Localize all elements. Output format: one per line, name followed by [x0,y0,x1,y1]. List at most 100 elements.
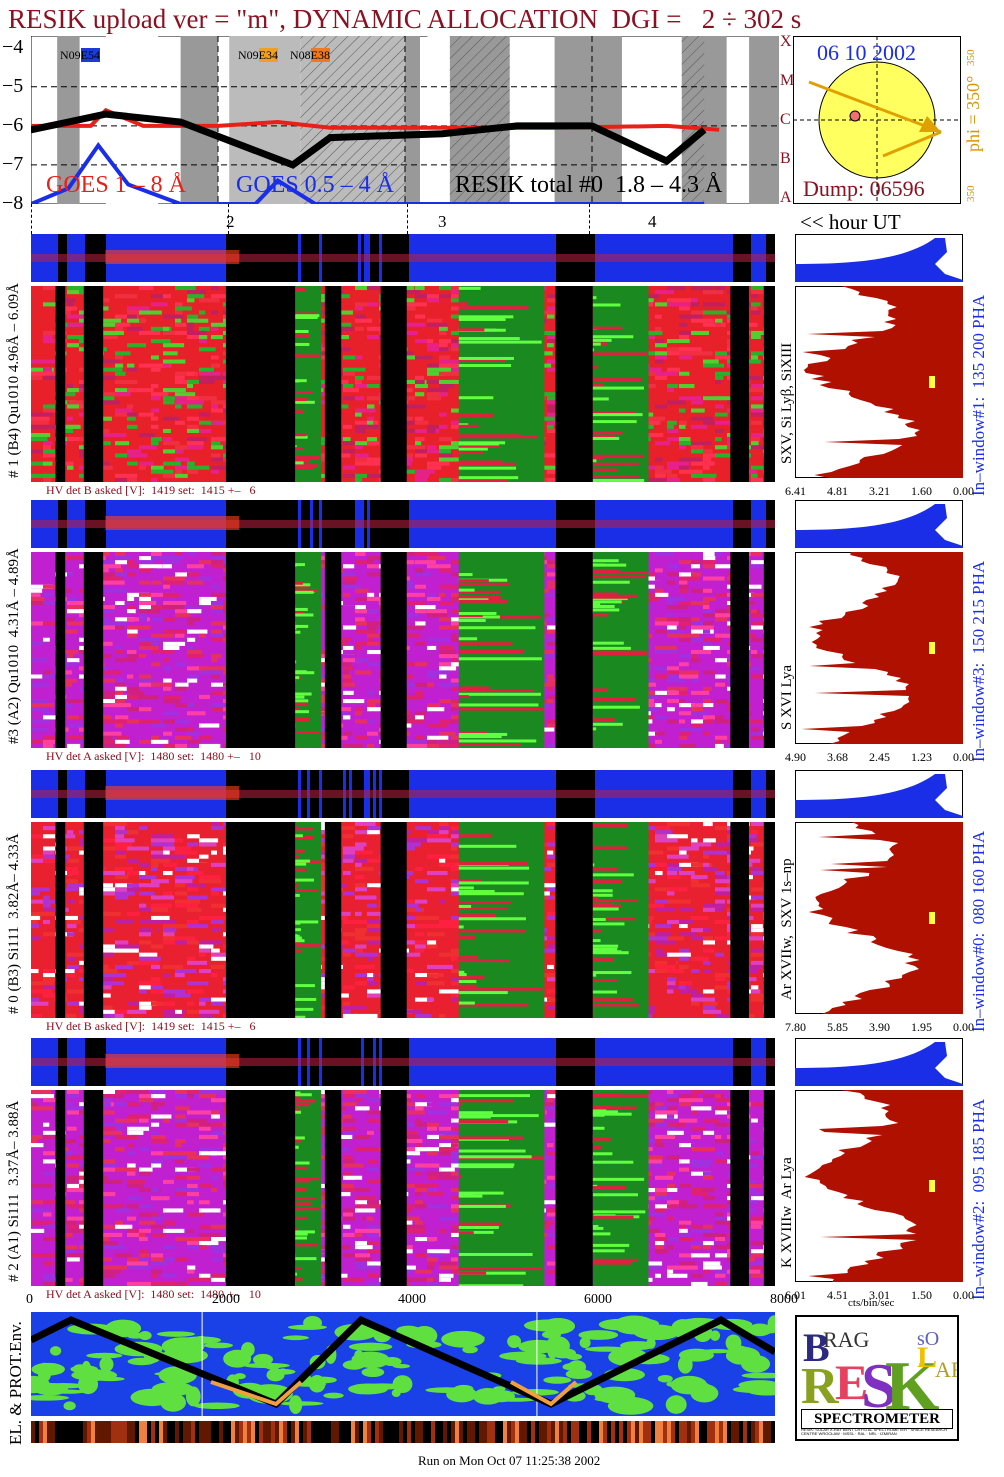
page-title: RESIK upload ver = "m", DYNAMIC ALLOCATI… [8,4,802,34]
counts-axis-tick: 2000 [212,1292,240,1307]
spectrum-heatmap [31,1090,775,1286]
spectrum-axis-tick: 4.90 [785,750,806,764]
spectrum-axis-tick: 1.50 [911,1288,932,1302]
spectrum-axis-tick: 4.81 [827,484,848,498]
hv-status: HV det A asked [V]: 1480 set: 1480 +– 10 [46,1287,261,1301]
window-label: In–window#2: 095 185 PHA [969,1098,988,1300]
counts-axis-tick: 0 [26,1292,33,1307]
spectrum-heatmap [31,286,775,482]
spectrum-axis-tick: 3.01 [869,1288,890,1302]
hour-gridline [228,204,230,234]
goes-y-axis: −4 −5 −6 −7 −8 [0,35,31,214]
phi-tick-bottom: 350 [965,185,977,203]
spectrum-axis-tick: 0.00 [953,1288,974,1302]
region-latitude: N09 [60,48,81,62]
spectrum-profile [795,286,963,478]
region-longitude: E54 [80,48,101,62]
goes-series-3 [31,110,707,169]
legend-resik-total: RESIK total #0 1.8 – 4.3 Å [455,172,723,198]
spectral-line-label: Ar XVIIw, SXV 1s–np [779,858,795,1000]
spectrum-axis-tick: 5.85 [827,1020,848,1034]
bottom-counts-axis: 0 2000 4000 6000 8000 [0,1290,800,1312]
pha-histogram [795,234,963,282]
spectrum-axis-tick: 3.90 [869,1020,890,1034]
spectrum-axis-tick: 6.01 [785,1288,806,1302]
goes-y-tick: −8 [2,192,24,214]
particle-environment-map [31,1312,775,1416]
pha-strip [31,500,775,548]
spectrum-axis-tick: 2.45 [869,750,890,764]
detector-label: #3 (A2) Qu1010 4.31Å – 4.89Å [6,548,22,744]
hv-status: HV det B asked [V]: 1419 set: 1415 +– 6 [46,1019,256,1033]
spectrum-axis-tick: 7.80 [785,1020,806,1034]
active-region-label: N09E54 [60,48,101,63]
spectrum-axis-tick: 4.51 [827,1288,848,1302]
phi-tick-top: 350 [965,49,977,67]
phi-label: phi = 350° [963,75,983,152]
hour-axis: 2 3 4 [0,204,1004,234]
flare-class-tick: B [780,150,791,168]
legend-goes-short: GOES 0.5 – 4 Å [236,172,395,198]
env-label: EL. & PROT.Env. [6,1321,25,1445]
goes-y-tick: −7 [2,152,24,175]
spectrum-heatmap [31,822,775,1018]
hv-status: HV det A asked [V]: 1480 set: 1480 +– 10 [46,749,261,763]
pha-strip [31,770,775,818]
spectrum-axis-tick: 6.41 [785,484,806,498]
active-region-label: N09E34 [238,48,279,63]
hour-axis-caption: << hour UT [800,210,901,234]
spectrum-axis-tick: 1.60 [911,484,932,498]
flare-class-tick: X [780,32,792,50]
dump-number: Dump: 06596 [803,176,925,201]
hour-gridline [589,204,590,234]
active-region-label: N08E38 [290,48,331,63]
hour-gridline [31,204,32,234]
legend-goes-long: GOES 1 – 8 Å [46,172,187,198]
pha-histogram [795,770,963,818]
pha-strip [31,234,775,282]
counts-axis-tick: 8000 [770,1292,798,1307]
goes-y-tick: −5 [2,74,24,97]
region-latitude: N08 [290,48,311,62]
spectrum-axis-tick: 0.00 [953,484,974,498]
run-timestamp: Run on Mon Oct 07 11:25:38 2002 [418,1453,601,1468]
spectrum-axis-tick: 1.95 [911,1020,932,1034]
hv-status: HV det B asked [V]: 1419 set: 1415 +– 6 [46,483,256,497]
logo-spectrometer-text: SPECTROMETER [801,1409,953,1429]
spectrum-axis-tick: 0.00 [953,750,974,764]
detector-label: # 1 (B4) Qu1010 4.96Å – 6.09Å [6,283,22,478]
flare-class-tick: A [780,189,792,207]
spectrum-profile [795,1090,963,1282]
counts-axis-tick: 4000 [398,1292,426,1307]
goes-y-tick: −4 [2,35,24,58]
spectrum-profile [795,822,963,1014]
spectrum-axis-tick: 3.68 [827,750,848,764]
detector-label: # 0 (B3) Si111 3.82Å– 4.33Å [6,833,22,1014]
goes-lightcurve-plot [31,36,779,204]
hour-tick: 2 [226,212,235,231]
spectrum-axis-tick: 3.21 [869,484,890,498]
window-label: In–window#0: 080 160 PHA [969,830,988,1032]
hour-tick: 3 [438,212,447,231]
spectral-line-label: K XVIIIw Ar Lya [779,1157,795,1268]
region-latitude: N09 [238,48,259,62]
pha-histogram [795,1038,963,1086]
hour-tick: 4 [648,212,657,231]
spectrum-axis-tick: 0.00 [953,1020,974,1034]
spectral-line-label: SXV, Si Lyβ, SiXIII [779,342,795,464]
sun-date: 06 10 2002 [817,40,916,65]
spectrum-heatmap [31,552,775,748]
particle-flux-strip [31,1421,775,1443]
window-label: In–window#1: 135 200 PHA [969,294,988,496]
flare-class-tick: C [780,111,791,128]
logo-artwork: B RAG R E S K L AR sO [801,1325,957,1413]
resik-logo: B RAG R E S K L AR sO SPECTROMETER RESIK… [795,1315,959,1441]
pha-strip [31,1038,775,1086]
spectral-line-label: S XVI Lya [779,665,795,730]
spectrum-profile [795,552,963,744]
spectrum-axis-tick: 1.23 [911,750,932,764]
goes-series-2 [31,142,705,204]
pha-histogram [795,500,963,548]
goes-y-tick: −6 [2,113,24,136]
